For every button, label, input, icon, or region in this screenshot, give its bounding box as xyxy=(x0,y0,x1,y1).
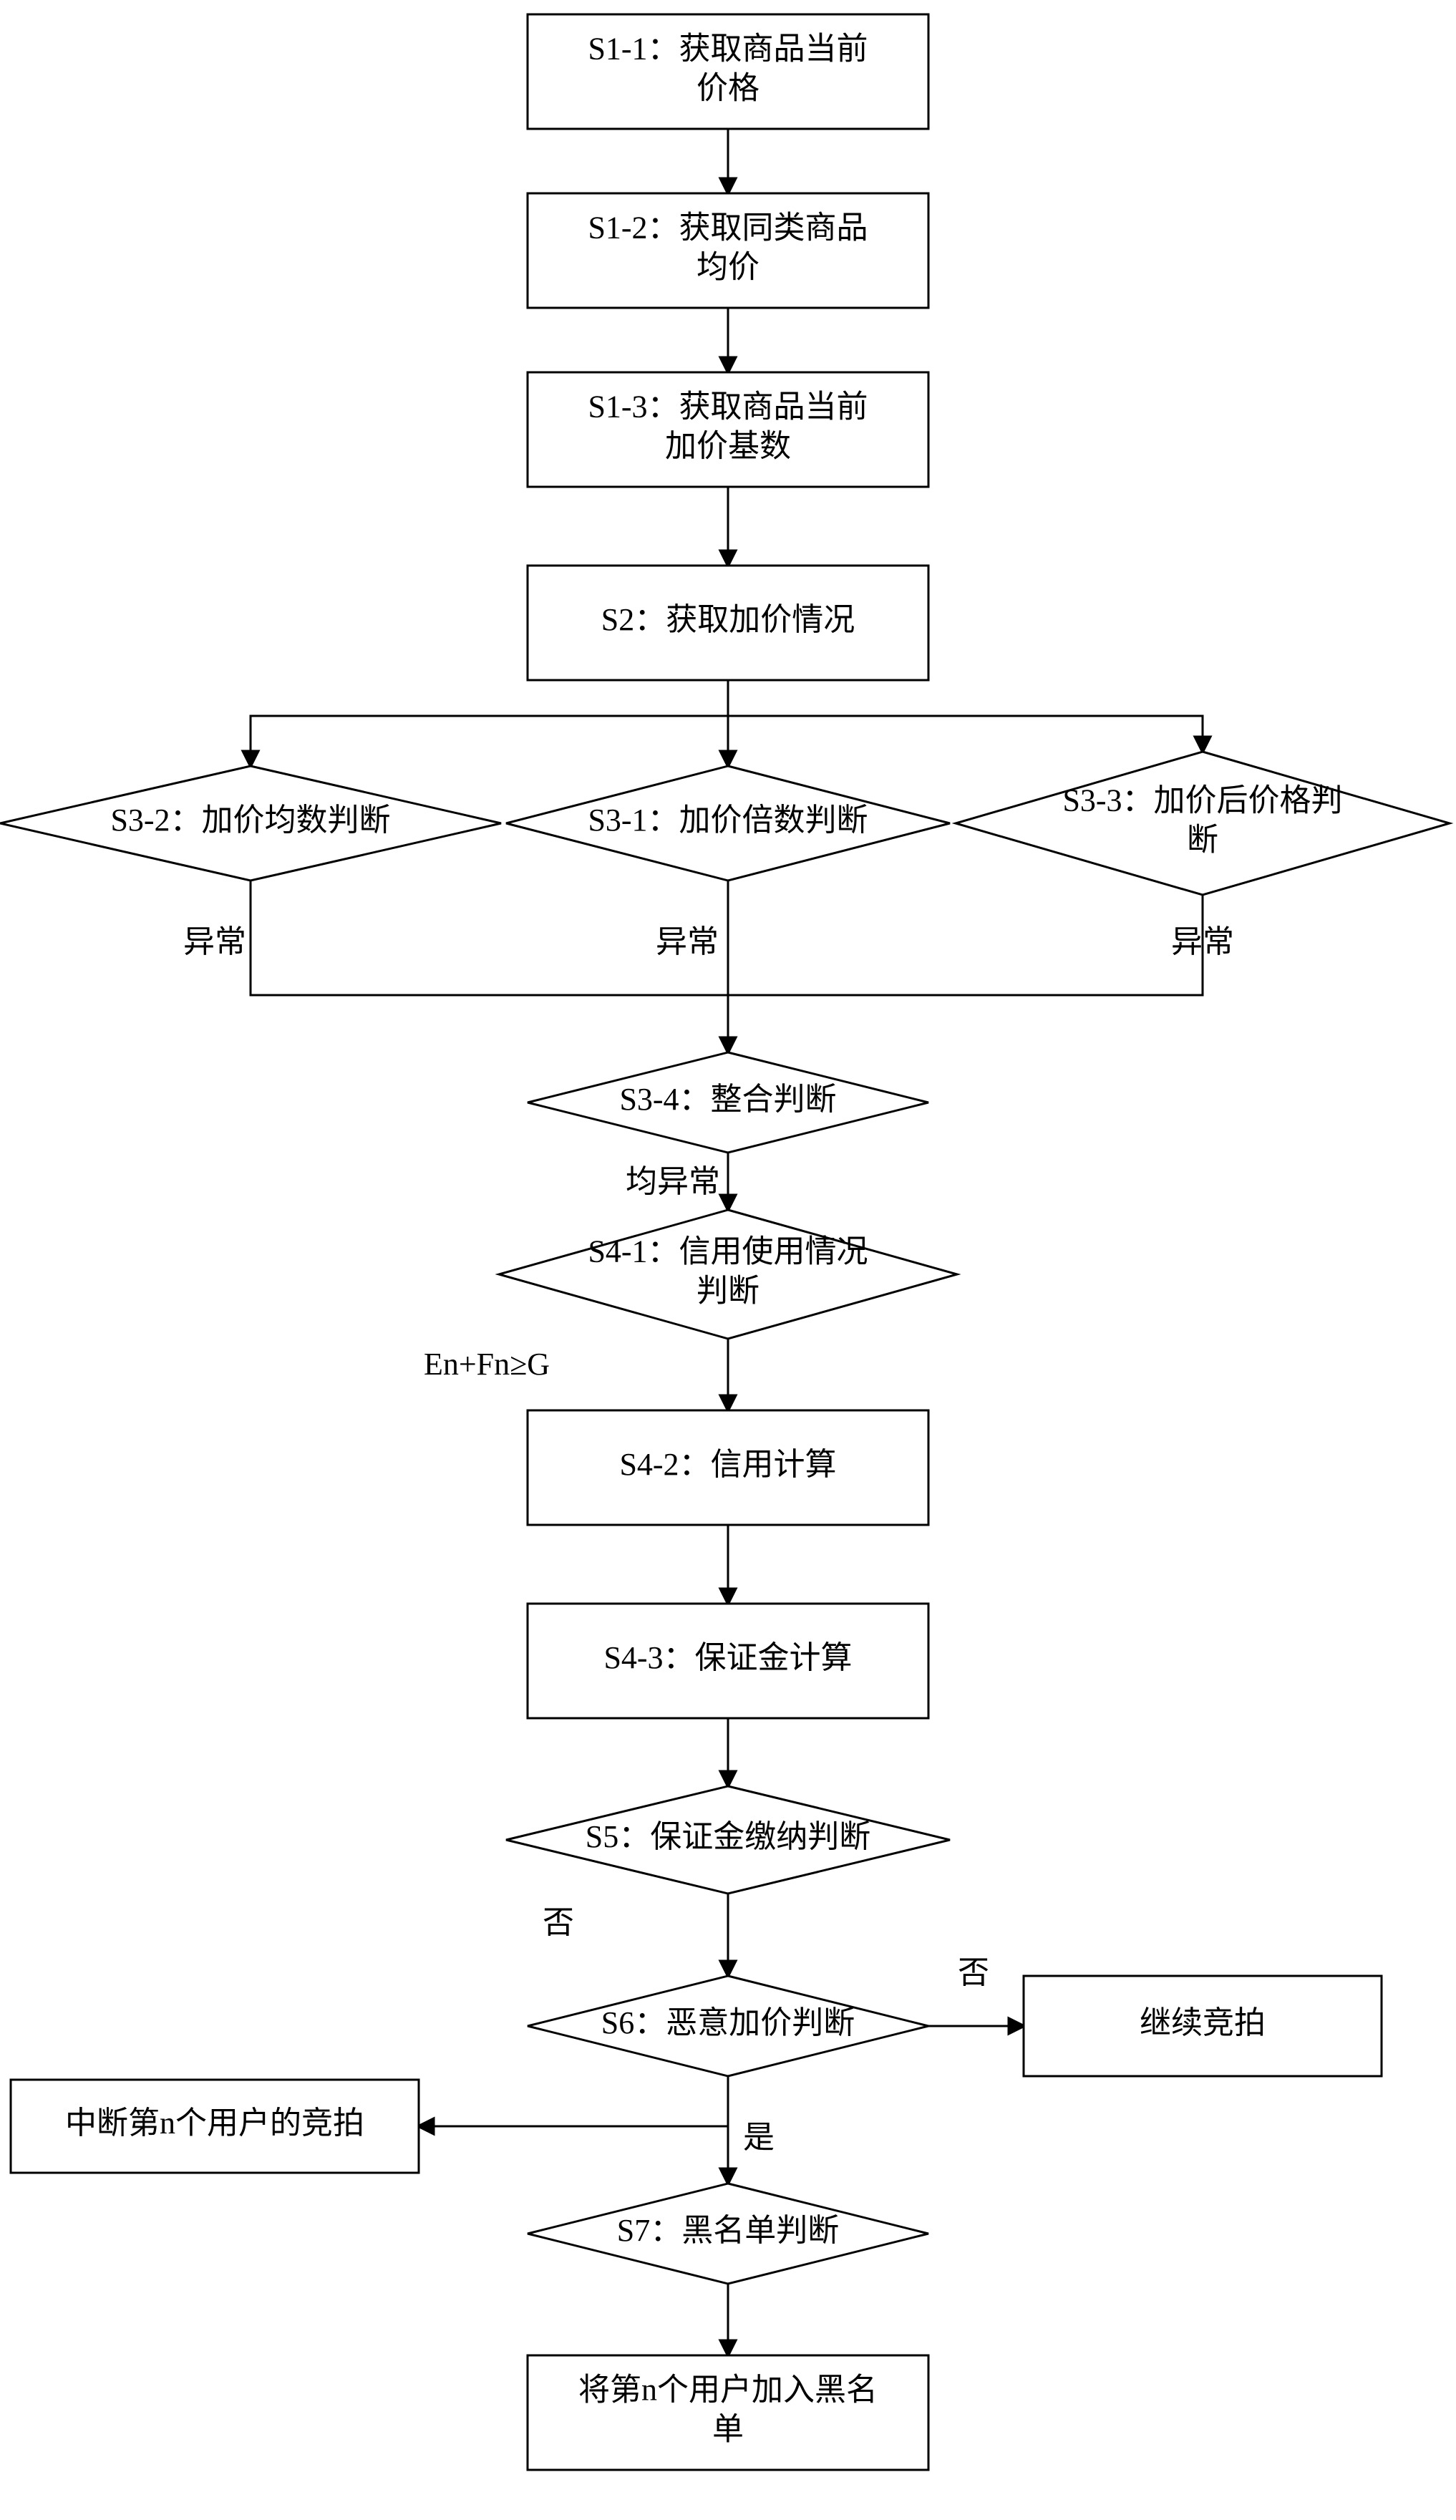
edge-label: 是 xyxy=(743,2120,775,2155)
node-label: S3-2：加价均数判断 xyxy=(110,803,390,838)
node-s3_3: S3-3：加价后价格判断 xyxy=(956,752,1450,895)
node-label: S6：恶意加价判断 xyxy=(601,2005,855,2040)
node-s1_1: S1-1：获取商品当前价格 xyxy=(528,14,928,129)
node-label: S4-1：信用使用情况 xyxy=(588,1234,868,1269)
node-label: 单 xyxy=(712,2412,744,2447)
node-s3_2: S3-2：加价均数判断 xyxy=(0,766,501,881)
node-stop: 中断第n个用户的竞拍 xyxy=(11,2080,419,2173)
node-cont: 继续竞拍 xyxy=(1024,1976,1382,2076)
node-s6: S6：恶意加价判断 xyxy=(528,1976,928,2076)
node-label: S1-1：获取商品当前 xyxy=(588,32,868,67)
node-label: S3-3：加价后价格判 xyxy=(1062,783,1342,818)
node-label: S5：保证金缴纳判断 xyxy=(586,1819,870,1854)
node-label: S3-1：加价倍数判断 xyxy=(588,803,868,838)
edge-label: 否 xyxy=(958,1955,989,1990)
node-label: 判断 xyxy=(697,1274,759,1309)
node-label: 将第n个用户加入黑名 xyxy=(578,2373,878,2408)
node-label: 价格 xyxy=(697,71,759,106)
node-label: 加价基数 xyxy=(665,429,791,464)
node-s4_2: S4-2：信用计算 xyxy=(528,1410,928,1525)
node-s3_1: S3-1：加价倍数判断 xyxy=(506,766,950,881)
node-label: S4-3：保证金计算 xyxy=(603,1640,852,1675)
node-label: S7：黑名单判断 xyxy=(617,2213,839,2248)
node-label: 断 xyxy=(1187,823,1218,858)
node-label: 中断第n个用户的竞拍 xyxy=(65,2105,364,2141)
node-label: S1-3：获取商品当前 xyxy=(588,389,868,425)
edge-label: 否 xyxy=(543,1905,574,1940)
node-label: S3-4：整合判断 xyxy=(619,1082,836,1117)
node-label: 均价 xyxy=(697,250,759,285)
edge xyxy=(419,2076,728,2126)
node-s4_1: S4-1：信用使用情况判断 xyxy=(499,1210,957,1339)
edge-label: 均异常 xyxy=(626,1164,720,1199)
node-label: S4-2：信用计算 xyxy=(619,1447,836,1482)
edge-label: 异常 xyxy=(1171,924,1234,959)
edge-label: 异常 xyxy=(656,924,719,959)
node-black: 将第n个用户加入黑名单 xyxy=(528,2355,928,2470)
node-s2: S2：获取加价情况 xyxy=(528,566,928,680)
node-s4_3: S4-3：保证金计算 xyxy=(528,1604,928,1718)
node-label: S1-2：获取同类商品 xyxy=(588,210,868,246)
node-label: 继续竞拍 xyxy=(1140,2005,1266,2040)
node-label: S2：获取加价情况 xyxy=(601,602,855,637)
edge xyxy=(728,895,1203,995)
edge-label: En+Fn≥G xyxy=(424,1347,550,1382)
node-s1_2: S1-2：获取同类商品均价 xyxy=(528,193,928,308)
flowchart-canvas: S1-1：获取商品当前价格 S1-2：获取同类商品均价 S1-3：获取商品当前加价基… xyxy=(0,0,1456,2520)
edge-label: 异常 xyxy=(183,924,246,959)
node-s1_3: S1-3：获取商品当前加价基数 xyxy=(528,372,928,487)
edge xyxy=(251,680,728,766)
edge xyxy=(728,680,1203,752)
node-s7: S7：黑名单判断 xyxy=(528,2184,928,2284)
node-s5: S5：保证金缴纳判断 xyxy=(506,1786,950,1894)
node-s3_4: S3-4：整合判断 xyxy=(528,1052,928,1153)
